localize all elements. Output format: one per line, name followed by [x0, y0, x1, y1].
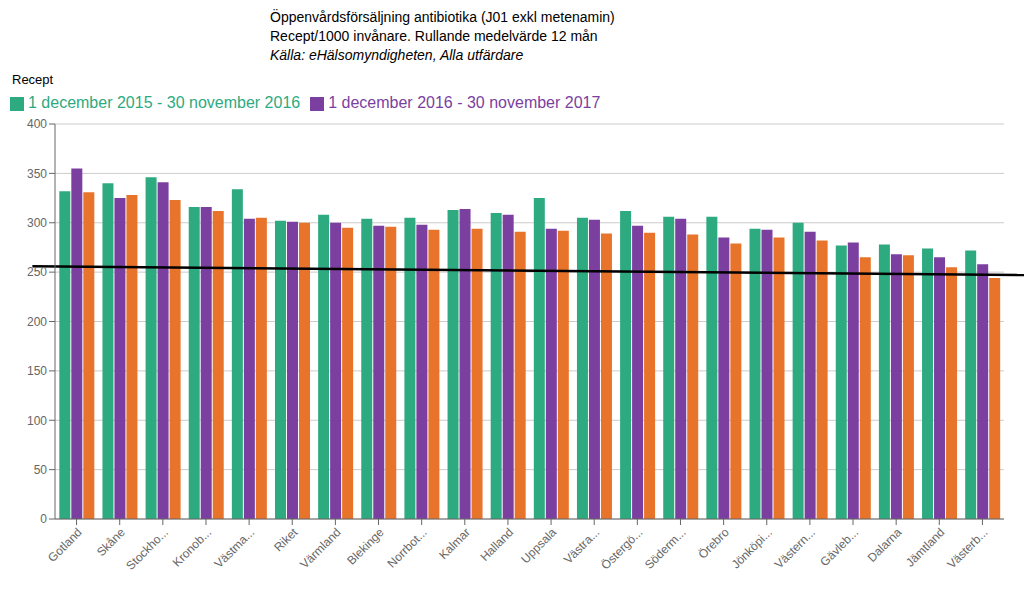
svg-text:Stockho...: Stockho... [123, 525, 171, 573]
svg-text:Västma...: Västma... [212, 525, 258, 571]
svg-text:Riket: Riket [271, 525, 301, 555]
svg-text:Söderm...: Söderm... [642, 525, 689, 572]
svg-text:Norrbot...: Norrbot... [385, 525, 430, 570]
svg-text:Jämtland: Jämtland [903, 525, 947, 569]
svg-text:Västerb...: Västerb... [944, 525, 990, 571]
svg-text:Skåne: Skåne [94, 525, 128, 559]
svg-text:Blekinge: Blekinge [344, 525, 387, 568]
svg-text:Västra...: Västra... [561, 525, 602, 566]
svg-text:Gotland: Gotland [45, 525, 85, 565]
svg-text:200: 200 [27, 315, 47, 329]
svg-text:Halland: Halland [477, 525, 516, 564]
svg-text:50: 50 [34, 463, 48, 477]
html-text:Recept/1000 invånare. Rullande: Recept/1000 invånare. Rullande medelvärd… [270, 28, 598, 44]
svg-text:Uppsala: Uppsala [518, 525, 559, 566]
svg-text:Värmland: Värmland [297, 525, 343, 571]
svg-text:Jönköpi...: Jönköpi... [729, 525, 775, 571]
html-text:Öppenvårdsförsäljning antibiot: Öppenvårdsförsäljning antibiotika (J01 e… [270, 9, 615, 25]
svg-text:Örebro: Örebro [695, 525, 732, 562]
svg-text:Västern...: Västern... [772, 525, 818, 571]
svg-text:Gävleb...: Gävleb... [817, 525, 861, 569]
svg-text:400: 400 [27, 117, 47, 131]
html-text:1 december 2016 - 30 november: 1 december 2016 - 30 november 2017 [328, 94, 601, 111]
svg-text:Östergö...: Östergö... [598, 525, 645, 572]
svg-text:Kalmar: Kalmar [436, 525, 473, 562]
svg-text:300: 300 [27, 216, 47, 230]
html-text:Källa: eHälsomyndigheten, Alla: Källa: eHälsomyndigheten, Alla utfärdare [270, 47, 524, 63]
html-text:1 december 2015 - 30 november: 1 december 2015 - 30 november 2016 [28, 94, 301, 111]
svg-text:250: 250 [27, 265, 47, 279]
svg-text:0: 0 [40, 512, 47, 526]
html-text:Recept: Recept [12, 72, 54, 87]
svg-text:Kronob...: Kronob... [170, 525, 214, 569]
svg-text:100: 100 [27, 414, 47, 428]
svg-text:150: 150 [27, 364, 47, 378]
svg-text:Dalarna: Dalarna [865, 525, 905, 565]
svg-text:350: 350 [27, 167, 47, 181]
